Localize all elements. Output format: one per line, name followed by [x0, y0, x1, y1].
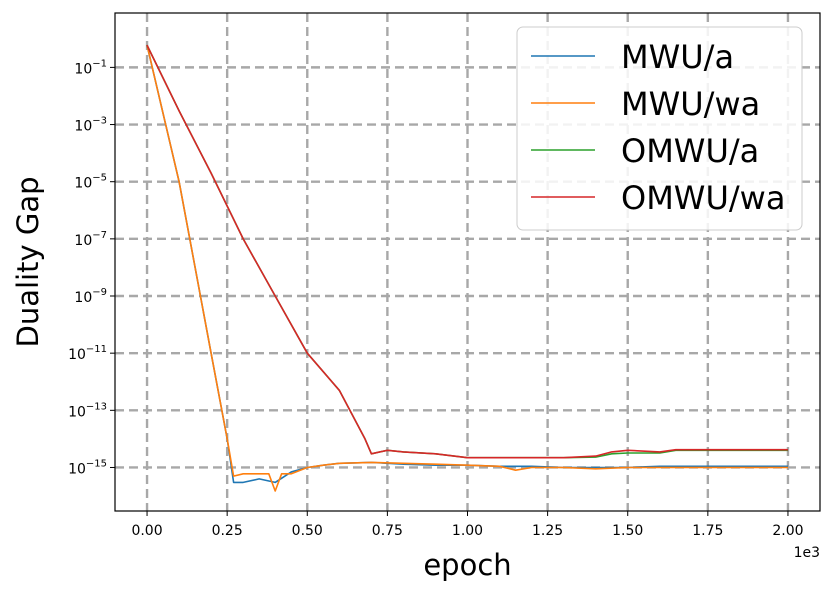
y-tick-label: 10−15 — [68, 458, 107, 477]
x-axis-offset-label: 1e3 — [794, 545, 820, 561]
x-tick-label: 1.50 — [612, 523, 643, 539]
y-tick-label: 10−1 — [74, 58, 107, 77]
y-axis-label: Duality Gap — [11, 177, 45, 348]
x-tick-label: 1.75 — [692, 523, 723, 539]
series-line-omwu-wa — [146, 44, 788, 459]
legend-label: MWU/wa — [621, 85, 760, 123]
legend: MWU/a MWU/wa OMWU/a OMWU/wa — [516, 26, 803, 231]
y-tick-label: 10−11 — [68, 344, 107, 363]
series-lines — [146, 44, 788, 492]
y-tick-label: 10−5 — [74, 173, 107, 192]
legend-label: MWU/a — [621, 38, 734, 76]
x-axis-label: epoch — [423, 548, 511, 582]
legend-box — [516, 26, 803, 231]
series-line-mwu-wa — [146, 44, 788, 492]
x-tick-label: 2.00 — [772, 523, 803, 539]
y-tick-label: 10−3 — [74, 116, 107, 135]
legend-label: OMWU/a — [621, 132, 759, 170]
x-tick-label: 0.25 — [212, 523, 243, 539]
x-tick-label: 0.50 — [292, 523, 323, 539]
x-axis-ticks: 0.00 0.25 0.50 0.75 1.00 1.25 1.50 1.75 2.00 — [131, 511, 804, 539]
y-tick-label: 10−13 — [68, 401, 107, 420]
y-tick-label: 10−9 — [74, 287, 107, 306]
x-tick-label: 1.25 — [532, 523, 563, 539]
x-tick-label: 1.00 — [452, 523, 483, 539]
x-tick-label: 0.00 — [131, 523, 162, 539]
legend-label: OMWU/wa — [621, 179, 785, 217]
y-tick-label: 10−7 — [74, 230, 107, 249]
y-axis-ticks: 10−1 10−3 10−5 10−7 10−9 10−11 10−13 10−15 — [68, 58, 115, 477]
grid-lines — [115, 13, 820, 511]
x-tick-label: 0.75 — [372, 523, 403, 539]
